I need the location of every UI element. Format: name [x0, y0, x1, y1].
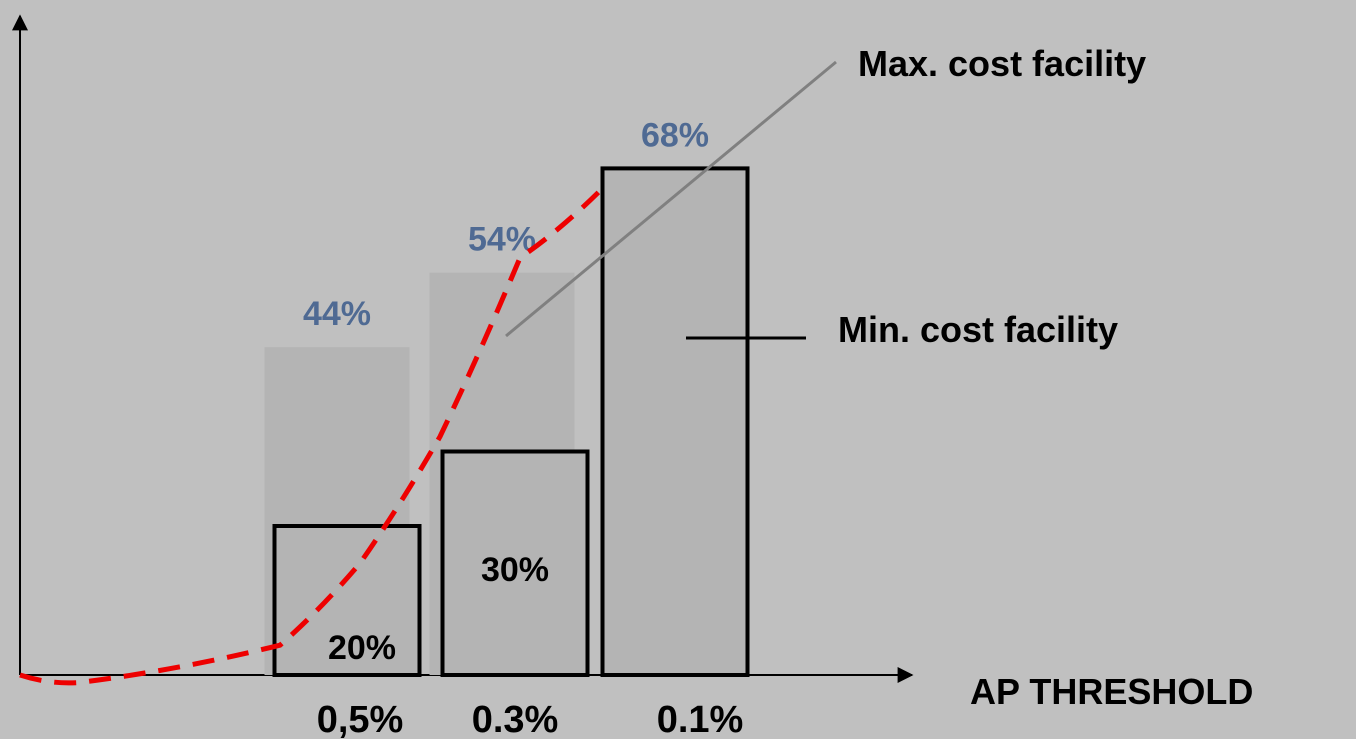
cost-curve: [19, 188, 602, 686]
max-cost-value-label: 54%: [468, 221, 536, 259]
x-tick-label: 0.3%: [472, 699, 559, 739]
min-cost-value-label: 20%: [328, 629, 396, 667]
x-tick-label: 0.1%: [657, 699, 744, 739]
legend-max-cost: Max. cost facility: [858, 43, 1146, 84]
min-cost-bar: [272, 524, 422, 677]
legend-min-cost: Min. cost facility: [838, 309, 1118, 350]
max-cost-value-label: 44%: [303, 295, 371, 333]
max-cost-callout-line: [505, 60, 837, 338]
min-cost-value-label: 30%: [481, 551, 549, 589]
min-cost-bar: [440, 449, 590, 677]
x-tick-label: 0,5%: [317, 699, 404, 739]
min-cost-bar: [600, 166, 750, 677]
max-cost-value-label: 68%: [641, 116, 709, 154]
x-axis-label: AP THRESHOLD: [970, 671, 1253, 712]
